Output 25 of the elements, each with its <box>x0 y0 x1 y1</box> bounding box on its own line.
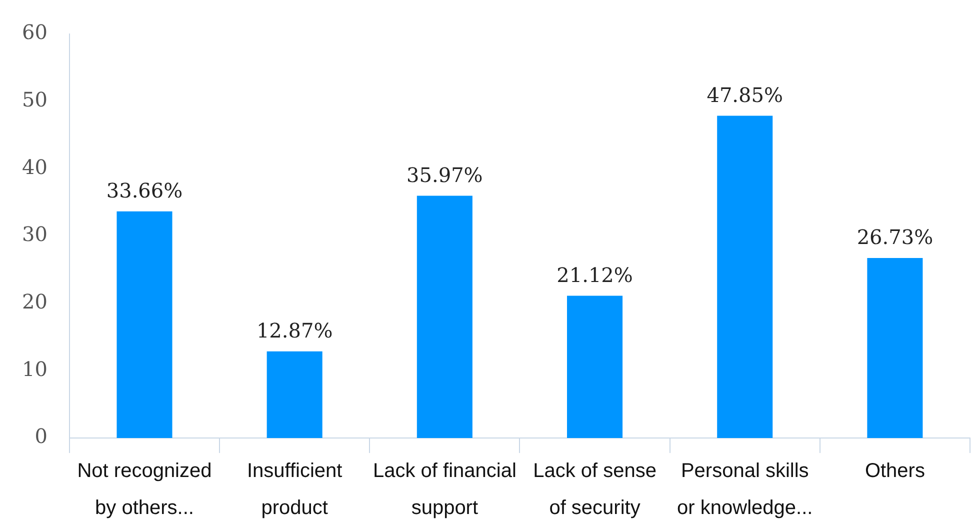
data-label: 26.73% <box>856 225 934 250</box>
x-tick-label: Not recognized by others... <box>77 460 212 520</box>
data-label: 21.12% <box>556 262 633 287</box>
x-tick-label: Lack of financial support <box>372 460 516 520</box>
data-label: 35.97% <box>406 163 483 188</box>
y-tick-label: 20 <box>22 290 48 314</box>
y-tick-label: 60 <box>22 20 48 44</box>
bar <box>416 196 472 438</box>
y-tick-label: 0 <box>34 424 48 448</box>
bar <box>717 116 773 438</box>
bar <box>266 351 322 438</box>
x-tick-label: Personal skills or knowledge... <box>677 460 813 520</box>
bar <box>867 258 923 438</box>
data-label: 12.87% <box>256 318 333 343</box>
bar <box>116 211 172 438</box>
x-tick-label: Others <box>864 460 925 482</box>
bar <box>567 296 623 438</box>
data-label: 47.85% <box>706 83 783 108</box>
y-tick-label: 30 <box>22 222 48 246</box>
x-tick-label: Lack of sense of security <box>533 460 656 520</box>
y-tick-label: 50 <box>22 88 48 112</box>
x-tick-label: Insufficient product <box>246 460 343 520</box>
y-tick-label: 40 <box>22 154 48 179</box>
data-label: 33.66% <box>106 178 183 203</box>
y-tick-label: 10 <box>22 356 48 381</box>
